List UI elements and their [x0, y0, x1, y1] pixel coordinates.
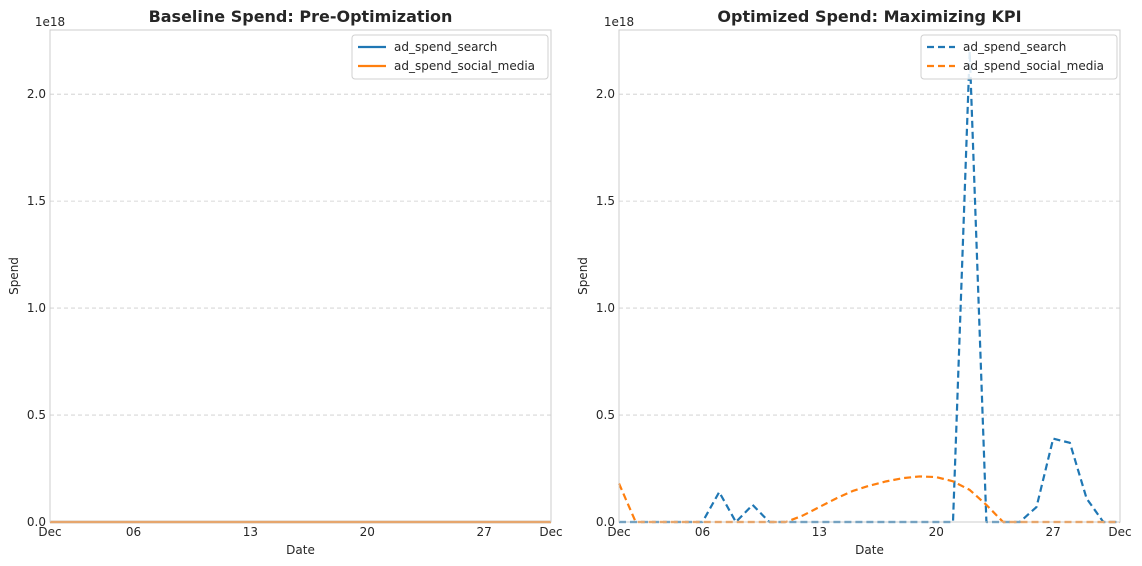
x-tick-label: Dec	[539, 525, 562, 539]
legend: ad_spend_search ad_spend_social_media	[920, 34, 1118, 80]
y-axis-exponent: 1e18	[35, 15, 65, 29]
y-tick-label: 2.0	[596, 87, 615, 101]
x-tick-label: Dec	[1108, 525, 1131, 539]
y-axis-exponent: 1e18	[604, 15, 634, 29]
legend-entry: ad_spend_search	[963, 40, 1066, 54]
x-tick-label: 27	[477, 525, 492, 539]
y-tick-label: 0.5	[596, 408, 615, 422]
x-tick-label: 20	[360, 525, 375, 539]
x-tick-label: 13	[243, 525, 258, 539]
legend-box	[920, 34, 1118, 80]
optimized-chart-panel: Optimized Spend: Maximizing KPI 0.0 0.5 1.0…	[576, 7, 1132, 557]
baseline-chart-panel: Baseline Spend: Pre-Optimization 0.0 0.5 1.…	[7, 7, 563, 557]
y-tick-label: 1.0	[596, 301, 615, 315]
chart-title: Optimized Spend: Maximizing KPI	[717, 7, 1021, 26]
y-tick-label: 1.5	[27, 194, 46, 208]
x-tick-label: 06	[126, 525, 141, 539]
plot-frame	[49, 29, 552, 523]
y-tick-label: 0.0	[596, 515, 615, 529]
series-line-ad-spend-social-media	[617, 475, 1120, 524]
legend-box	[351, 34, 549, 80]
x-tick-label: 27	[1046, 525, 1061, 539]
y-tick-label: 1.5	[596, 194, 615, 208]
legend-entry: ad_spend_social_media	[963, 59, 1104, 73]
x-tick-label: Dec	[607, 525, 630, 539]
x-tick-label: 20	[929, 525, 944, 539]
y-tick-label: 0.5	[27, 408, 46, 422]
legend-entry: ad_spend_social_media	[394, 59, 535, 73]
x-tick-label: 06	[695, 525, 710, 539]
chart-title: Baseline Spend: Pre-Optimization	[149, 7, 453, 26]
x-axis-label: Date	[855, 543, 884, 557]
plot-frame	[618, 29, 1121, 523]
legend-entry: ad_spend_search	[394, 40, 497, 54]
x-tick-label: 13	[812, 525, 827, 539]
x-tick-label: Dec	[38, 525, 61, 539]
x-axis-label: Date	[286, 543, 315, 557]
y-tick-label: 2.0	[27, 87, 46, 101]
y-tick-label: 0.0	[27, 515, 46, 529]
y-axis-label: Spend	[576, 257, 590, 295]
y-axis-label: Spend	[7, 257, 21, 295]
legend: ad_spend_search ad_spend_social_media	[351, 34, 549, 80]
y-tick-label: 1.0	[27, 301, 46, 315]
series-line-ad-spend-search	[619, 50, 1120, 524]
